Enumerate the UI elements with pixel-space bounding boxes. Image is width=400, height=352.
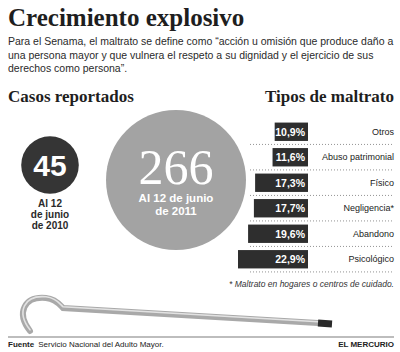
cane-tip	[318, 323, 332, 324]
bars	[238, 123, 308, 269]
data-label: 10,9%	[275, 126, 305, 138]
background	[0, 0, 400, 352]
infographic: Crecimiento explosivo Para el Senama, el …	[0, 0, 400, 352]
bubble-value: 45	[33, 149, 66, 182]
publisher: EL MERCURIO	[338, 340, 394, 349]
row-rule	[250, 271, 394, 272]
bubble-value: 266	[139, 139, 214, 195]
category-label: Otros	[372, 127, 395, 137]
footnote: * Maltrato en hogares o centros de cuida…	[229, 279, 394, 289]
bubbles	[21, 110, 246, 250]
row-rule	[250, 220, 394, 221]
row-rule	[250, 195, 394, 196]
panel-title: Casos reportados	[8, 87, 134, 106]
panel-title: Tipos de maltrato	[265, 87, 394, 106]
cane-highlight	[23, 297, 318, 330]
data-label: 22,9%	[275, 253, 305, 265]
cane-shaft	[23, 298, 318, 331]
row-rule	[250, 144, 394, 145]
category-label: Psicológico	[348, 254, 394, 264]
bubble	[106, 110, 246, 250]
category-label: Negligencia*	[343, 203, 394, 213]
bar	[275, 123, 308, 141]
row-rule	[250, 169, 394, 170]
bar	[254, 199, 308, 217]
bar	[273, 148, 308, 166]
bar	[238, 250, 308, 268]
category-label: Abandono	[353, 229, 394, 239]
bubble-labels: 45 Al 12de juniode 2010 266Al 12 de juniod…	[31, 139, 214, 231]
bubble-category: Al 12de juniode 2010	[31, 198, 69, 231]
chart-root: Crecimiento explosivo Para el Senama, el …	[0, 0, 400, 352]
data-label: 17,3%	[275, 177, 305, 189]
bubble-category: Al 12 de juniode 2011	[139, 192, 214, 217]
category-label: Abuso patrimonial	[322, 152, 394, 162]
subtitle: Para el Senama, el maltrato se define co…	[8, 35, 393, 74]
data-label: 11,6%	[276, 151, 306, 163]
source: Servicio Nacional del Adulto Mayor.	[38, 340, 163, 349]
source-rule	[8, 337, 394, 338]
bar-labels: 10,9% Otros 11,6% Abuso patrimonial 17,3% Fís…	[275, 126, 394, 266]
bubble	[21, 136, 79, 194]
data-label: 17,7%	[275, 202, 305, 214]
source-label: Fuente	[8, 340, 35, 349]
bar	[248, 225, 308, 243]
bar	[255, 174, 308, 192]
row-rule	[250, 246, 394, 247]
data-label: 19,6%	[275, 228, 305, 240]
category-label: Físico	[370, 178, 394, 188]
title: Crecimiento explosivo	[8, 4, 244, 31]
cane-illustration	[23, 297, 332, 331]
